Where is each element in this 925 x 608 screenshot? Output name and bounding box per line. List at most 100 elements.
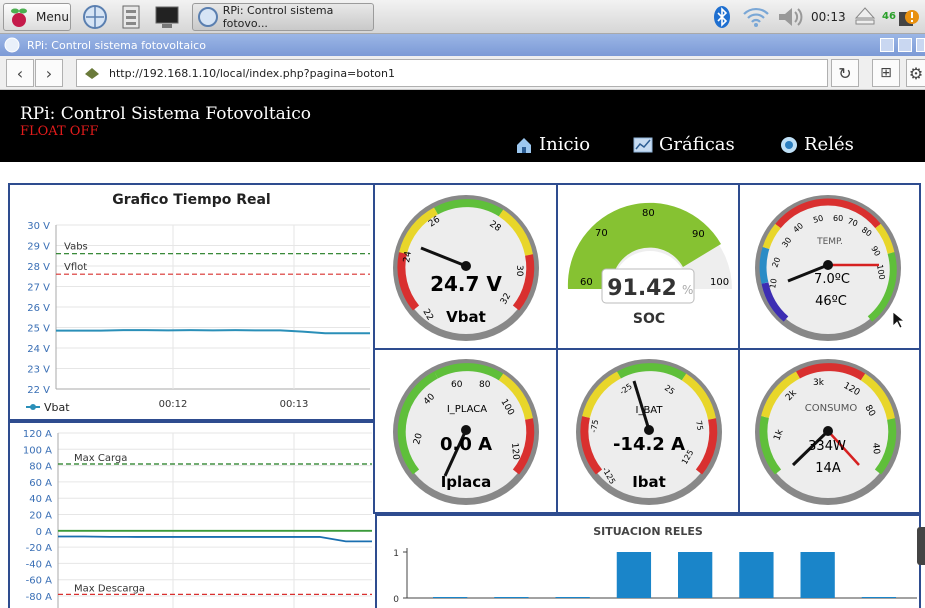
circle-icon: [781, 136, 797, 153]
browser-launcher-icon[interactable]: [82, 4, 108, 30]
gauge-needle: [443, 429, 468, 477]
y-tick-label: 120 A: [23, 429, 52, 440]
relay-bar: [800, 552, 835, 598]
window-label: RPi: Control sistema fotovo...: [222, 4, 334, 30]
reference-label: Vabs: [64, 242, 88, 253]
consumo-tick: 40: [870, 442, 881, 455]
nav-graficas[interactable]: Gráficas: [633, 134, 735, 155]
gauge-hub: [823, 260, 833, 270]
voltage-chart-panel: Grafico Tiempo Real 30 V 29 V 28 V 27 V 26 V…: [8, 183, 375, 421]
gauge-band-yellow: [762, 223, 781, 250]
nav-graficas-label: Gráficas: [659, 134, 735, 155]
soc-tick: 100: [710, 277, 729, 288]
bluetooth-icon[interactable]: [712, 5, 732, 29]
gauge-needle: [420, 246, 467, 268]
gauge-hub: [461, 425, 471, 435]
gauge-band-blue: [759, 246, 770, 284]
voltage-chart-title: Grafico Tiempo Real: [112, 192, 271, 208]
y-tick-label: 25 V: [27, 324, 50, 335]
gauge-needle: [632, 380, 651, 431]
vbat-tick: 32: [499, 292, 513, 307]
temp-tick: 20: [770, 256, 782, 269]
minimize-button[interactable]: [880, 38, 894, 52]
temp-value1: 7.0ºC: [814, 272, 850, 287]
new-tab-button[interactable]: ⊞: [872, 59, 900, 87]
wifi-icon[interactable]: [742, 6, 770, 28]
mouse-cursor-icon: [892, 311, 904, 329]
ibat-gauge: -125 -75 -25 25 75 125 I_BAT -14.2 A Iba…: [576, 359, 722, 505]
gauge-band-green: [397, 371, 438, 475]
soc-tick: 90: [692, 229, 705, 240]
terminal-icon[interactable]: [154, 4, 180, 30]
consumo-value1: 334W: [808, 439, 846, 454]
reload-button[interactable]: ↻: [831, 59, 859, 87]
y-tick-label: 20 A: [29, 511, 52, 522]
menu-button[interactable]: Menu: [3, 3, 71, 31]
voltage-chart: 30 V 29 V 28 V 27 V 26 V 25 V 24 V 23 V 22 V 00:1…: [26, 221, 370, 414]
temp-title: TEMP.: [816, 237, 843, 247]
warning-icon[interactable]: [898, 6, 920, 28]
file-manager-icon[interactable]: [118, 4, 144, 30]
maximize-button[interactable]: [898, 38, 912, 52]
vbat-value: 24.7 V: [430, 272, 502, 296]
consumo-tick: 1k: [772, 428, 785, 442]
iplaca-value: 0.0 A: [440, 434, 492, 455]
reference-label: Vflot: [64, 262, 87, 273]
gauge-band-red: [695, 418, 718, 475]
soc-value: 91.42: [607, 276, 677, 301]
gauge-band-yellow: [860, 373, 895, 420]
gauge-band-blue: [761, 282, 789, 322]
gauge-band-green: [617, 363, 687, 381]
gauge-hub: [461, 261, 471, 271]
legend-marker: [30, 404, 36, 410]
temp-tick: 10: [768, 278, 779, 290]
ibat-label: Ibat: [632, 473, 666, 491]
iplaca-tick: 60: [451, 380, 463, 390]
url-text: http://192.168.1.10/local/index.php?pagi…: [109, 66, 395, 80]
gauge-band-yellow: [399, 207, 438, 255]
temp-tick: 50: [812, 214, 824, 225]
home-icon: [517, 137, 531, 153]
y-tick-label: -40 A: [26, 559, 53, 570]
site-title: RPi: Control Sistema Fotovoltaico: [20, 104, 311, 124]
scroll-tab[interactable]: [917, 527, 925, 565]
close-button[interactable]: [916, 38, 925, 52]
reference-label: Max Descarga: [74, 583, 145, 594]
browser-icon: [198, 7, 218, 27]
temp-tick: 70: [846, 216, 859, 228]
back-button[interactable]: ‹: [6, 59, 34, 87]
chart-icon: [633, 137, 653, 152]
nav-reles[interactable]: Relés: [780, 134, 854, 155]
volume-icon[interactable]: [776, 5, 804, 29]
gauge-needle: [787, 263, 829, 283]
x-tick-label: 00:12: [159, 399, 188, 410]
soc-tick: 60: [580, 277, 593, 288]
eject-icon[interactable]: [854, 6, 876, 26]
vbat-gauge: 22 24 26 28 30 32 24.7 V Vbat: [393, 195, 539, 341]
gauge-band-green: [759, 416, 782, 475]
iplaca-title: I_PLACA: [447, 404, 487, 415]
gauge-band-green: [434, 199, 504, 217]
browser-window-taskbar-button[interactable]: RPi: Control sistema fotovo...: [192, 3, 374, 31]
relay-bar: [678, 552, 713, 598]
soc-gauge: 60 70 80 90 100 91.42 % SOC: [567, 202, 732, 327]
forward-button[interactable]: ›: [35, 59, 63, 87]
gauge-band-yellow: [582, 371, 621, 419]
clock: 00:13: [811, 10, 846, 24]
current-chart-panel: 120 A 100 A 80 A 60 A 40 A 20 A 0 A -20 A -40 A -…: [8, 421, 377, 608]
settings-button[interactable]: ⚙: [906, 59, 925, 87]
vbat-tick: 24: [402, 250, 414, 263]
url-field[interactable]: http://192.168.1.10/local/index.php?pagi…: [76, 59, 828, 87]
nav-inicio[interactable]: Inicio: [515, 134, 590, 155]
soc-value-box: [601, 268, 695, 304]
gauge-grid: 22 24 26 28 30 32 24.7 V Vbat 60 70 80 9…: [373, 183, 921, 514]
current-series-line: [58, 535, 372, 543]
gauge-hub: [644, 425, 654, 435]
soc-tick: 80: [642, 208, 655, 219]
y-tick-label: 30 V: [27, 221, 50, 232]
browser-nav-bar: ‹ › http://192.168.1.10/local/index.php?…: [0, 56, 925, 90]
consumo-tick: 3k: [813, 378, 825, 388]
gauge-needle-red: [827, 430, 860, 466]
gauge-band-green: [434, 363, 504, 381]
